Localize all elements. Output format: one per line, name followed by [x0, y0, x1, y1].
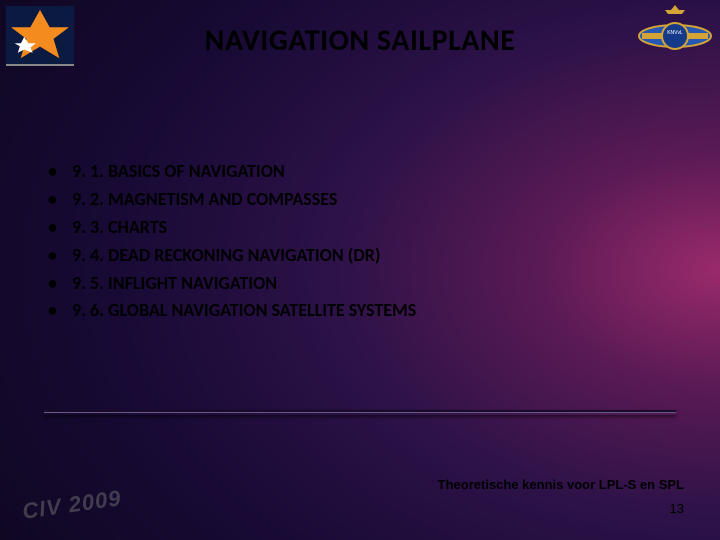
bullet-item: 9. 5. INFLIGHT NAVIGATION — [48, 270, 416, 298]
bullet-item: 9. 4. DEAD RECKONING NAVIGATION (DR) — [48, 242, 416, 270]
bullet-item: 9. 2. MAGNETISM AND COMPASSES — [48, 186, 416, 214]
page-number: 13 — [670, 501, 684, 516]
footer-subtitle: Theoretische kennis voor LPL-S en SPL — [438, 477, 684, 492]
divider — [44, 410, 676, 415]
slide-title: NAVIGATION SAILPLANE — [0, 22, 720, 59]
bullet-list: 9. 1. BASICS OF NAVIGATION 9. 2. MAGNETI… — [48, 158, 416, 325]
slide: KNVvL NAVIGATION SAILPLANE 9. 1. BASICS … — [0, 0, 720, 540]
bullet-item: 9. 1. BASICS OF NAVIGATION — [48, 158, 416, 186]
bullet-item: 9. 6. GLOBAL NAVIGATION SATELLITE SYSTEM… — [48, 297, 416, 325]
watermark-stamp: CIV 2009 — [21, 485, 123, 525]
bullet-item: 9. 3. CHARTS — [48, 214, 416, 242]
